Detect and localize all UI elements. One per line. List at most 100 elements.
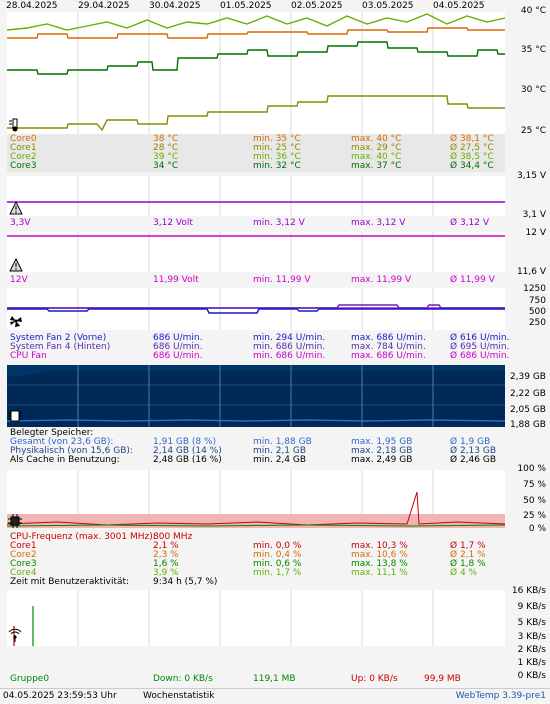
temp-row-core2: Core2 39 °C min. 36 °C max. 40 °C Ø 38,5…: [10, 152, 550, 162]
current: 2,3 %: [153, 550, 179, 560]
fan4-line: [7, 304, 505, 309]
memory-title: Belegter Speicher:: [10, 428, 550, 438]
date-label: 02.05.2025: [291, 1, 343, 11]
warning-triangle-icon: [9, 257, 23, 272]
footer-bar: 04.05.2025 23:59:53 Uhr Wochenstatistik …: [0, 688, 550, 704]
minimum: min. 32 °C: [253, 161, 301, 171]
cpu-axis-tick: 100 %: [517, 464, 546, 474]
fan2-line: [7, 308, 505, 314]
minimum: min. 2,4 GB: [253, 455, 307, 465]
fan-speed-chart: [7, 288, 505, 330]
memory-cache-area: [7, 371, 505, 427]
net-axis-tick: 5 KB/s: [517, 618, 546, 628]
maximum: max. 2,18 GB: [351, 446, 413, 456]
label: Belegter Speicher:: [10, 428, 94, 438]
mem-axis-tick: 1,88 GB: [509, 420, 546, 430]
network-group: Gruppe0: [10, 674, 50, 684]
cpu-chip-icon: [8, 514, 22, 528]
minimum: min. 3,12 V: [253, 218, 305, 228]
average: Ø 38,5 °C: [450, 152, 494, 162]
average: Ø 616 U/min.: [450, 333, 510, 343]
net-axis-tick: 3 KB/s: [517, 632, 546, 642]
average: Ø 38,1 °C: [450, 134, 494, 144]
net-axis-tick: 2 KB/s: [517, 645, 546, 655]
date-label: 30.04.2025: [149, 1, 201, 11]
average: Ø 2,1 %: [450, 550, 486, 560]
temp-axis-tick: 35 °C: [520, 45, 546, 55]
cpu-row-core3: Core3 1,6 % min. 0,6 % max. 13,8 % Ø 1,8…: [10, 559, 550, 569]
user-activity-row: Zeit mit Benutzeraktivität: 9:34 h (5,7 …: [10, 577, 550, 587]
maximum: max. 10,3 %: [351, 541, 408, 551]
temp-row-core1: Core1 28 °C min. 25 °C max. 29 °C Ø 27,5…: [10, 143, 550, 153]
cpu-load-chart: [7, 470, 505, 528]
average: Ø 3,12 V: [450, 218, 490, 228]
download-total: 119,1 MB: [253, 674, 296, 684]
cpu-axis-tick: 0 %: [528, 524, 546, 534]
label: CPU-Frequenz (max. 3001 MHz):: [10, 532, 156, 542]
label: Gesamt (von 23,6 GB):: [10, 437, 114, 447]
label: Core4: [10, 568, 37, 578]
label: Core3: [10, 559, 37, 569]
net-axis-tick: 1 KB/s: [517, 658, 546, 668]
mem-axis-tick: 2,39 GB: [509, 372, 546, 382]
mem-row-total: Gesamt (von 23,6 GB): 1,91 GB (8 %) min.…: [10, 437, 550, 447]
current: 38 °C: [153, 134, 179, 144]
current: 800 MHz: [153, 532, 193, 542]
minimum: min. 36 °C: [253, 152, 301, 162]
average: Ø 1,7 %: [450, 541, 486, 551]
label: 12V: [10, 275, 28, 285]
label: Core2: [10, 152, 37, 162]
v33-axis-tick: 3,1 V: [522, 210, 546, 220]
fan-row-cpu-fan: CPU Fan 686 U/min. min. 686 U/min. max. …: [10, 351, 550, 361]
temp-axis-tick: 25 °C: [520, 126, 546, 136]
v12-axis-tick: 11,6 V: [516, 267, 546, 277]
network-chart: [7, 590, 505, 646]
average: Ø 1,8 %: [450, 559, 486, 569]
minimum: min. 35 °C: [253, 134, 301, 144]
current: 3,12 Volt: [153, 218, 193, 228]
minimum: min. 0,4 %: [253, 550, 302, 560]
current: 11,99 Volt: [153, 275, 199, 285]
mem-row-physical: Physikalisch (von 15,6 GB): 2,14 GB (14 …: [10, 446, 550, 456]
temp-row-core0: Core0 38 °C min. 35 °C max. 40 °C Ø 38,1…: [10, 134, 550, 144]
current: 1,6 %: [153, 559, 179, 569]
memory-chip-icon: [8, 409, 22, 423]
average: Ø 27,5 °C: [450, 143, 494, 153]
date-label: 01.05.2025: [220, 1, 272, 11]
maximum: max. 2,49 GB: [351, 455, 413, 465]
maximum: max. 686 U/min.: [351, 333, 426, 343]
average: Ø 686 U/min.: [450, 351, 510, 361]
temp-legend-bg: [7, 134, 505, 172]
current: 686 U/min.: [153, 351, 203, 361]
v33-row: 3,3V 3,12 Volt min. 3,12 V max. 3,12 V Ø…: [10, 218, 550, 228]
date-label: 29.04.2025: [78, 1, 130, 11]
cpu-row-core1: Core1 2,1 % min. 0,0 % max. 10,3 % Ø 1,7…: [10, 541, 550, 551]
label: Core1: [10, 541, 37, 551]
v12-axis-tick: 12 V: [525, 228, 546, 238]
current: 686 U/min.: [153, 342, 203, 352]
label: Core2: [10, 550, 37, 560]
current: 2,14 GB (14 %): [153, 446, 222, 456]
fan-row-system-fan-4: System Fan 4 (Hinten) 686 U/min. min. 68…: [10, 342, 550, 352]
minimum: min. 0,0 %: [253, 541, 302, 551]
average: Ø 2,46 GB: [450, 455, 496, 465]
maximum: max. 11,99 V: [351, 275, 412, 285]
label: System Fan 4 (Hinten): [10, 342, 111, 352]
label: Core3: [10, 161, 37, 171]
maximum: max. 37 °C: [351, 161, 402, 171]
cpu-frequency-title: CPU-Frequenz (max. 3001 MHz): 800 MHz: [10, 532, 550, 542]
current: 2,48 GB (16 %): [153, 455, 222, 465]
current: 2,1 %: [153, 541, 179, 551]
minimum: min. 2,1 GB: [253, 446, 307, 456]
average: Ø 11,99 V: [450, 275, 495, 285]
minimum: min. 686 U/min.: [253, 342, 326, 352]
fan-icon: [9, 314, 23, 328]
footer-app-version[interactable]: WebTemp 3.39-pre1: [455, 691, 546, 701]
mem-axis-tick: 2,05 GB: [509, 405, 546, 415]
minimum: min. 25 °C: [253, 143, 301, 153]
memory-chart: [7, 365, 505, 427]
average: Ø 34,4 °C: [450, 161, 494, 171]
minimum: min. 686 U/min.: [253, 351, 326, 361]
current: 686 U/min.: [153, 333, 203, 343]
maximum: max. 686 U/min.: [351, 351, 426, 361]
